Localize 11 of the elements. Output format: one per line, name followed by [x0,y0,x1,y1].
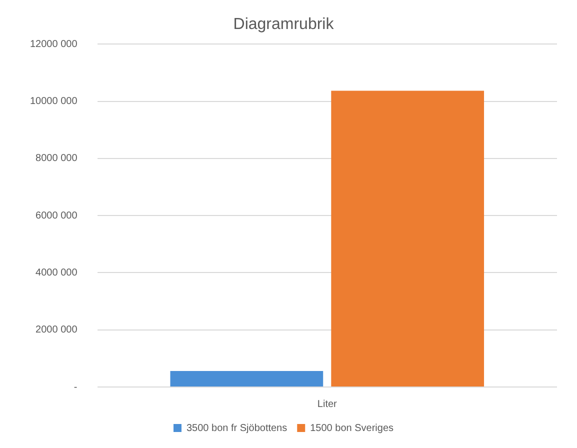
y-tick-label: 6000 000 [36,210,78,222]
legend-label: 1500 bon Sveriges [310,422,394,434]
x-tick-label: Liter [317,398,338,410]
y-tick-label: 2000 000 [36,324,78,336]
chart-title: Diagramrubrik [233,16,335,34]
y-tick-label: - [74,382,78,393]
y-tick-label: 4000 000 [36,267,78,278]
legend-label: 3500 bon fr Sjöbottens [186,422,288,434]
y-tick-label: 8000 000 [36,153,78,164]
y-tick-label: 10000 000 [30,96,78,108]
y-tick-label: 12000 000 [30,38,78,50]
